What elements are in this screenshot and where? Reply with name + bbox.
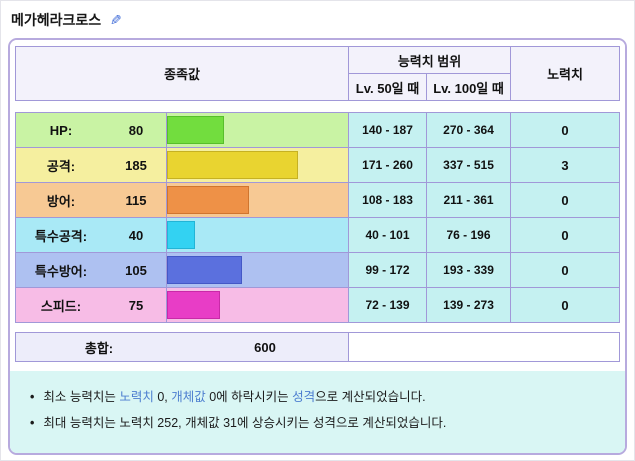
- stat-label-cell: 공격: 185: [15, 147, 167, 183]
- stat-value: 75: [128, 297, 144, 313]
- stat-range-lv100: 270 - 364: [426, 112, 512, 148]
- stat-ev: 0: [510, 182, 620, 218]
- stat-row-defense: 방어: 115 108 - 183 211 - 361 0: [15, 182, 620, 218]
- spacer-row: [15, 322, 620, 333]
- total-value: 600: [254, 339, 276, 355]
- bullet-icon: •: [30, 416, 35, 430]
- note-text: 최소 능력치는: [43, 390, 120, 404]
- page-title: 메가헤라크로스: [11, 12, 102, 28]
- header-row-2: Lv. 50일 때 Lv. 100일 때: [16, 73, 620, 101]
- stat-bar-cell: [165, 217, 350, 253]
- stat-bar-cell: [165, 287, 350, 323]
- header-base-stats: 종족값: [14, 46, 350, 101]
- stat-range-lv100: 139 - 273: [426, 287, 512, 323]
- footnotes: • 최소 능력치는 노력치 0, 개체값 0에 하락시키는 성격으로 계산되었습니…: [10, 371, 625, 453]
- stat-bar-cell: [165, 147, 350, 183]
- stat-value: 115: [125, 192, 147, 208]
- stat-range-lv100: 337 - 515: [426, 147, 512, 183]
- stat-bar: [167, 151, 299, 179]
- note-min-stats: • 최소 능력치는 노력치 0, 개체값 0에 하락시키는 성격으로 계산되었습니…: [30, 384, 607, 410]
- stat-bar: [167, 116, 224, 144]
- stat-ev: 3: [510, 147, 620, 183]
- stat-name: HP:: [49, 122, 73, 138]
- stat-label-cell: 스피드: 75: [15, 287, 167, 323]
- stat-bar: [167, 256, 242, 284]
- edit-icon[interactable]: ✎: [110, 11, 122, 28]
- note-text: 으로 계산되었습니다.: [315, 390, 426, 404]
- stat-name: 방어:: [46, 193, 76, 209]
- stat-bar-cell: [165, 252, 350, 288]
- stat-name: 공격:: [46, 158, 76, 174]
- stats-table: 종족값 능력치 범위 노력치 Lv. 50일 때 Lv. 100일 때 HP: 8…: [14, 46, 620, 362]
- stat-bar: [167, 186, 249, 214]
- stat-bar-cell: [165, 112, 350, 148]
- title-bar: 메가헤라크로스 ✎: [8, 9, 627, 38]
- note-text: 0,: [153, 390, 172, 404]
- stat-range-lv50: 140 - 187: [348, 112, 428, 148]
- stat-name: 스피드:: [40, 298, 82, 314]
- total-row-blank: [348, 332, 620, 362]
- stat-bar: [167, 221, 196, 249]
- total-row: 총합: 600: [14, 332, 620, 362]
- header-effort-values: 노력치: [510, 46, 620, 101]
- stats-table-area: 종족값 능력치 범위 노력치 Lv. 50일 때 Lv. 100일 때 HP: 8…: [10, 40, 625, 371]
- header-lv100: Lv. 100일 때: [426, 73, 512, 101]
- stat-range-lv50: 99 - 172: [348, 252, 428, 288]
- header-row-1: 종족값 능력치 범위 노력치: [14, 46, 620, 101]
- stat-row-sp-defense: 특수방어: 105 99 - 172 193 - 339 0: [15, 252, 620, 288]
- stat-range-lv50: 72 - 139: [348, 287, 428, 323]
- total-label: 총합:: [84, 340, 114, 356]
- link-nature[interactable]: 성격: [292, 390, 316, 404]
- link-effort-values[interactable]: 노력치: [119, 390, 154, 404]
- stat-ev: 0: [510, 217, 620, 253]
- stat-value: 185: [125, 157, 147, 173]
- stats-panel: 종족값 능력치 범위 노력치 Lv. 50일 때 Lv. 100일 때 HP: 8…: [8, 38, 627, 455]
- stat-row-hp: HP: 80 140 - 187 270 - 364 0: [15, 112, 620, 148]
- note-max-stats: • 최대 능력치는 노력치 252, 개체값 31에 상승시키는 성격으로 계산되…: [30, 410, 607, 436]
- header-stat-range: 능력치 범위: [348, 46, 512, 74]
- stat-label-cell: HP: 80: [15, 112, 167, 148]
- stat-ev: 0: [510, 112, 620, 148]
- spacer-row: [15, 100, 620, 113]
- stat-name: 특수방어:: [34, 263, 88, 279]
- stat-row-sp-attack: 특수공격: 40 40 - 101 76 - 196 0: [15, 217, 620, 253]
- stat-value: 80: [128, 122, 144, 138]
- stat-value: 105: [125, 262, 147, 278]
- stat-bar-cell: [165, 182, 350, 218]
- stat-name: 특수공격:: [34, 228, 88, 244]
- stat-value: 40: [128, 227, 144, 243]
- header-lv50: Lv. 50일 때: [348, 73, 428, 101]
- stat-row-speed: 스피드: 75 72 - 139 139 - 273 0: [15, 287, 620, 323]
- stat-bar: [167, 291, 221, 319]
- stat-ev: 0: [510, 252, 620, 288]
- stat-range-lv100: 211 - 361: [426, 182, 512, 218]
- stat-range-lv50: 40 - 101: [348, 217, 428, 253]
- note-text: 최대 능력치는 노력치 252, 개체값 31에 상승시키는 성격으로 계산되었…: [43, 416, 447, 430]
- stat-range-lv100: 76 - 196: [426, 217, 512, 253]
- link-individual-values[interactable]: 개체값: [171, 390, 206, 404]
- stat-range-lv100: 193 - 339: [426, 252, 512, 288]
- stat-label-cell: 특수공격: 40: [15, 217, 167, 253]
- note-text: 0에 하락시키는: [205, 390, 293, 404]
- stat-label-cell: 특수방어: 105: [15, 252, 167, 288]
- bullet-icon: •: [30, 390, 35, 404]
- stat-label-cell: 방어: 115: [15, 182, 167, 218]
- stat-row-attack: 공격: 185 171 - 260 337 - 515 3: [15, 147, 620, 183]
- stat-ev: 0: [510, 287, 620, 323]
- total-cell: 총합: 600: [14, 332, 350, 362]
- stat-range-lv50: 171 - 260: [348, 147, 428, 183]
- stat-range-lv50: 108 - 183: [348, 182, 428, 218]
